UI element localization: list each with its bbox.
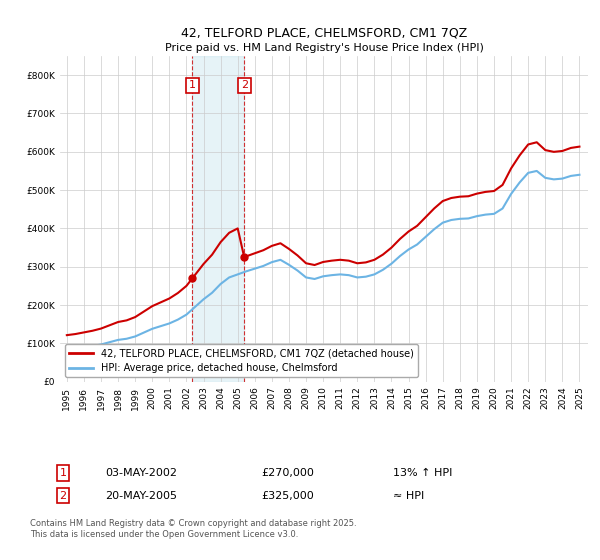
Text: 03-MAY-2002: 03-MAY-2002 [105,468,177,478]
Text: 20-MAY-2005: 20-MAY-2005 [105,491,177,501]
Text: 2: 2 [241,80,248,90]
Text: £325,000: £325,000 [261,491,314,501]
Text: 2: 2 [59,491,67,501]
Text: 13% ↑ HPI: 13% ↑ HPI [393,468,452,478]
Text: 1: 1 [189,80,196,90]
Text: 42, TELFORD PLACE, CHELMSFORD, CM1 7QZ: 42, TELFORD PLACE, CHELMSFORD, CM1 7QZ [181,26,467,39]
Text: 1: 1 [59,468,67,478]
Legend: 42, TELFORD PLACE, CHELMSFORD, CM1 7QZ (detached house), HPI: Average price, det: 42, TELFORD PLACE, CHELMSFORD, CM1 7QZ (… [65,344,418,377]
Text: Price paid vs. HM Land Registry's House Price Index (HPI): Price paid vs. HM Land Registry's House … [164,43,484,53]
Bar [193,56,244,382]
Text: ≈ HPI: ≈ HPI [393,491,424,501]
Text: £270,000: £270,000 [261,468,314,478]
Text: Contains HM Land Registry data © Crown copyright and database right 2025.
This d: Contains HM Land Registry data © Crown c… [30,520,356,539]
